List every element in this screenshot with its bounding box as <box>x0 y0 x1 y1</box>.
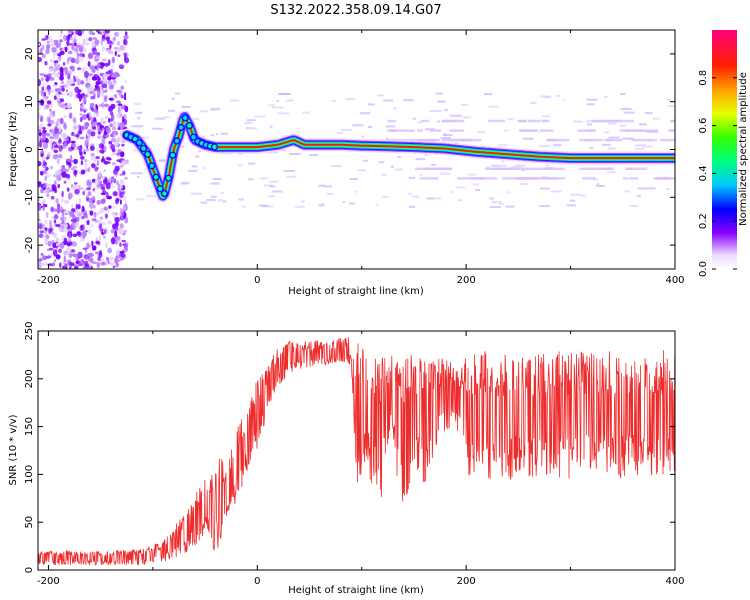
spectrogram-ticks: -200 0 200 400 20 10 0 -10 -20 <box>24 30 685 286</box>
colorbar-tick-label: 0.4 <box>698 165 709 181</box>
snr-area <box>38 337 675 566</box>
snr-line <box>38 337 675 566</box>
ridge-layer-5 <box>125 116 675 197</box>
snr-y-label: SNR (10 * v/v) <box>8 414 19 485</box>
x-tick-label: -200 <box>37 576 60 587</box>
noise-speckle <box>38 30 675 269</box>
y-tick-label: -10 <box>24 189 35 205</box>
y-tick-label: 10 <box>24 95 35 108</box>
snr-x-label: Height of straight line (km) <box>288 585 424 596</box>
y-tick-label: 20 <box>24 48 35 61</box>
chart-title: S132.2022.358.09.14.G07 <box>270 3 441 18</box>
colorbar-scale <box>712 30 737 269</box>
y-tick-label: 0 <box>24 146 35 152</box>
spectrogram-y-label: Frequency (Hz) <box>8 111 19 187</box>
colorbar-tick-label: 0.2 <box>698 213 709 229</box>
y-tick-label: 200 <box>24 369 35 388</box>
colorbar-tick-label: 0.6 <box>698 118 709 134</box>
colorbar-label: Normalized spectral amplitude <box>738 72 749 226</box>
x-tick-label: 400 <box>665 275 684 286</box>
spectrogram-area <box>38 30 675 269</box>
y-tick-label: 250 <box>24 321 35 340</box>
x-tick-label: 200 <box>457 576 476 587</box>
x-tick-label: -200 <box>37 275 60 286</box>
colorbar-ticks: 0.0 0.2 0.4 0.6 0.8 <box>698 70 737 277</box>
x-tick-label: 0 <box>254 576 260 587</box>
ridge-blobs <box>123 114 219 198</box>
colorbar: 0.0 0.2 0.4 0.6 0.8 Normalized spectral ampl… <box>698 30 749 277</box>
spectrogram-panel: -200 0 200 400 20 10 0 -10 -20 Height of straigh… <box>8 29 685 297</box>
colorbar-tick-label: 0.0 <box>698 261 709 277</box>
x-tick-label: 400 <box>665 576 684 587</box>
x-tick-label: 200 <box>457 275 476 286</box>
spectrogram-x-label: Height of straight line (km) <box>288 286 424 297</box>
y-tick-label: 0 <box>24 567 35 573</box>
x-tick-label: 0 <box>254 275 260 286</box>
colorbar-tick-label: 0.8 <box>698 70 709 86</box>
y-tick-label: 100 <box>24 465 35 484</box>
y-tick-label: 150 <box>24 417 35 436</box>
snr-frame <box>37 330 676 571</box>
y-tick-label: 50 <box>24 516 35 529</box>
y-tick-label: -20 <box>24 237 35 253</box>
spectral-ridge <box>120 110 675 203</box>
